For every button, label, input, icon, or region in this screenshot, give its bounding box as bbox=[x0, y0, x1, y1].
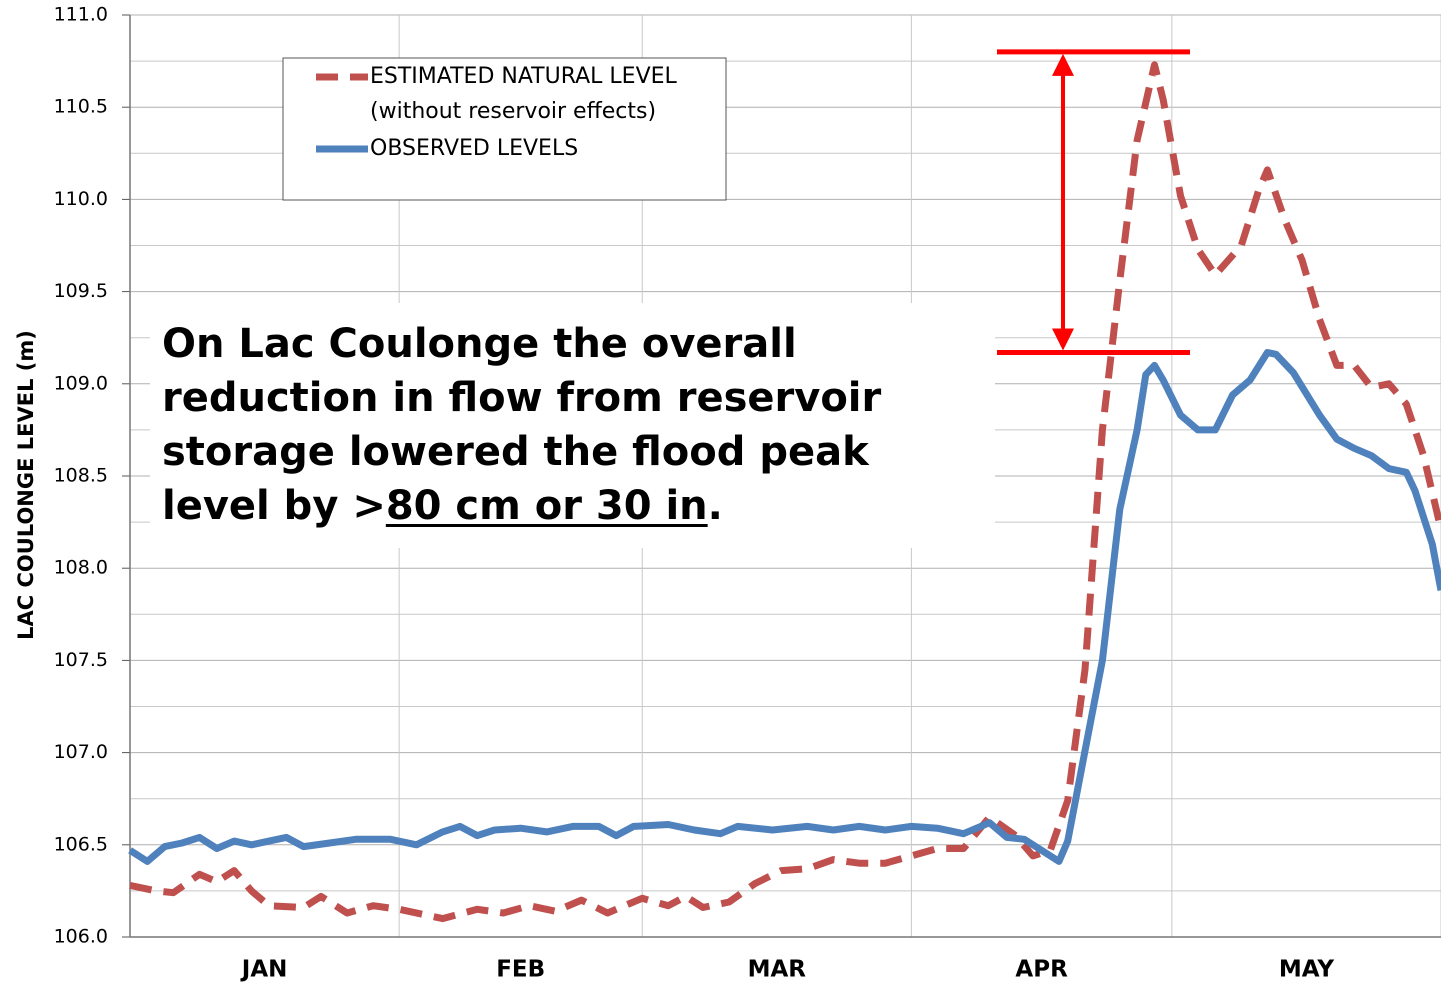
legend-label: OBSERVED LEVELS bbox=[370, 136, 578, 161]
annotation-box: On Lac Coulonge the overall reduction in… bbox=[150, 303, 995, 548]
legend-box bbox=[282, 57, 727, 201]
y-tick-label: 110.5 bbox=[54, 96, 108, 118]
y-axis-label: LAC COULONGE LEVEL (m) bbox=[14, 330, 38, 640]
arrow-head bbox=[1052, 53, 1074, 76]
annotation-line: On Lac Coulonge the overall bbox=[162, 321, 797, 367]
legend-label: ESTIMATED NATURAL LEVEL bbox=[370, 64, 678, 89]
annotation-text: level by > bbox=[162, 483, 386, 529]
y-tick-label: 108.5 bbox=[54, 465, 108, 487]
y-tick-label: 106.0 bbox=[54, 926, 108, 948]
y-tick-label: 106.5 bbox=[54, 833, 108, 855]
y-tick-label: 107.0 bbox=[54, 741, 108, 763]
y-tick-label: 109.5 bbox=[54, 280, 108, 302]
y-tick-label: 110.0 bbox=[54, 188, 108, 210]
y-tick-label: 111.0 bbox=[54, 4, 108, 26]
x-tick-label: JAN bbox=[240, 957, 288, 983]
y-tick-label: 108.0 bbox=[54, 557, 108, 579]
legend: ESTIMATED NATURAL LEVEL (without reservoi… bbox=[282, 57, 727, 201]
y-tick-label: 109.0 bbox=[54, 372, 108, 394]
x-tick-label: MAY bbox=[1279, 957, 1334, 983]
annotation-emphasis: 80 cm or 30 in bbox=[385, 483, 708, 529]
x-tick-label: MAR bbox=[748, 957, 807, 983]
arrow-head bbox=[1052, 328, 1074, 351]
annotation-line-last: level by >80 cm or 30 in. bbox=[162, 479, 995, 533]
y-tick-label: 107.5 bbox=[54, 649, 108, 671]
legend-note: (without reservoir effects) bbox=[370, 99, 656, 124]
series-line bbox=[129, 61, 1441, 923]
annotation-text: . bbox=[707, 483, 723, 529]
series-line bbox=[128, 349, 1441, 865]
annotation-line: reduction in flow from reservoir bbox=[162, 375, 882, 421]
x-tick-label: APR bbox=[1015, 957, 1068, 983]
annotation-line: storage lowered the flood peak bbox=[162, 429, 869, 475]
x-tick-label: FEB bbox=[496, 957, 545, 983]
